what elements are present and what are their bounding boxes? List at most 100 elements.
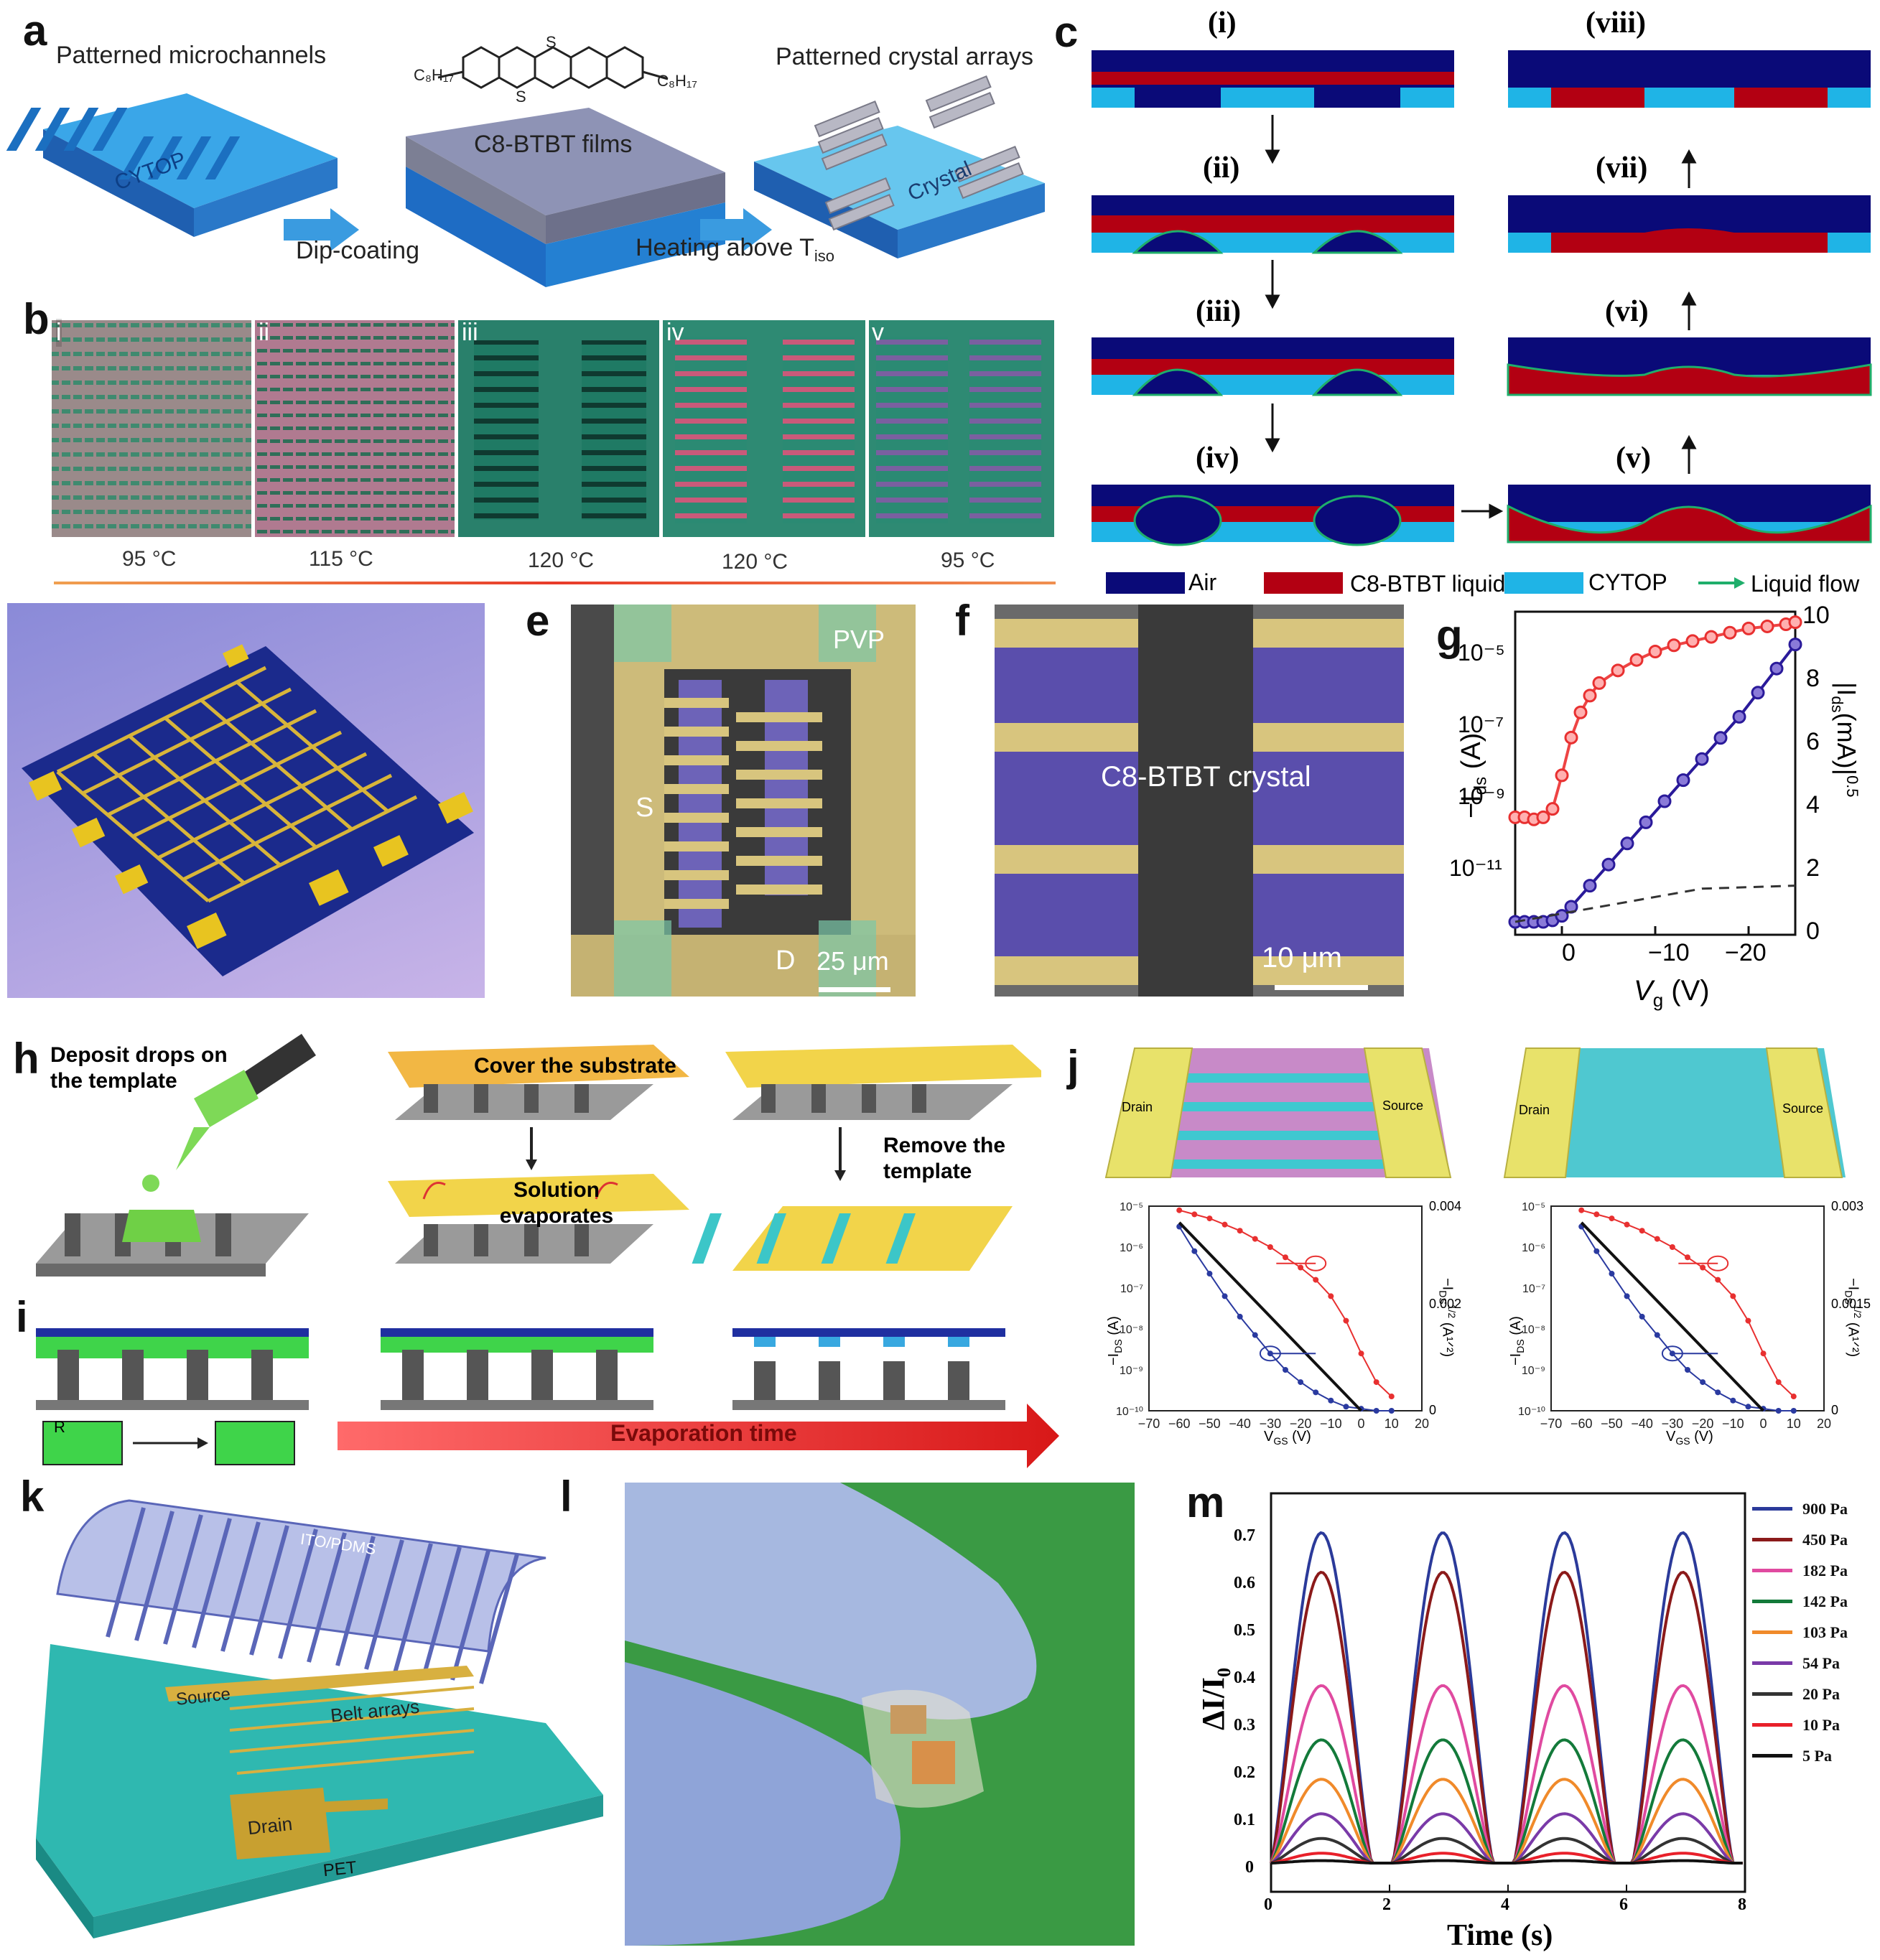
- h-step2-text: Cover the substrate: [474, 1054, 676, 1078]
- j-right-chart-blue-point: [1609, 1271, 1615, 1277]
- g-log-point: [1573, 705, 1588, 719]
- m-legend-item: 450 Pa: [1752, 1524, 1874, 1555]
- g-sqrt-point: [1695, 752, 1709, 766]
- g-log-point: [1648, 645, 1662, 659]
- j-right-chart-blue-point: [1593, 1248, 1600, 1254]
- j-left-chart-xtick: −40: [1229, 1417, 1251, 1431]
- b-frame-2-label: ii: [259, 319, 270, 346]
- m-xtick-4: 8: [1738, 1895, 1746, 1914]
- panel-a: Patterned microchannels CYTOP SiO₂/Si Di…: [0, 0, 1056, 302]
- j-right-chart-xtick: −10: [1722, 1417, 1744, 1431]
- j-left-chart-red-point: [1176, 1207, 1183, 1213]
- panel-c: (i) (ii) (iii) (iv) (v) (vi) (vii) (viii…: [1077, 0, 1880, 603]
- g-ytick-r1: 8: [1806, 665, 1820, 692]
- panel-d-array-render: [7, 603, 485, 998]
- j-left-chart-fit-line: [1178, 1221, 1362, 1412]
- panel-a-illustration: [6, 46, 1045, 287]
- j-left-chart-red-point: [1191, 1211, 1198, 1218]
- g-series-sqrt-line: [1515, 643, 1797, 923]
- panel-e-sem: PVP S D 25 μm: [571, 605, 916, 997]
- g-sqrt-point: [1732, 709, 1746, 724]
- panel-j: Drain Source Drain Source −70 −60 −50 −40 −3…: [1092, 1034, 1874, 1465]
- b-frame-2-temp: 115 °C: [309, 547, 373, 571]
- g-sqrt-point: [1583, 879, 1597, 893]
- j-left-chart-blue-point: [1206, 1271, 1213, 1277]
- g-ytick-r3: 4: [1806, 791, 1820, 818]
- j-right-chart-red-point: [1700, 1264, 1706, 1271]
- j-left-chart-xtick: −70: [1138, 1417, 1160, 1431]
- j-left-chart-red-point: [1373, 1379, 1379, 1386]
- j-right-yr1: 0.0015: [1831, 1297, 1871, 1311]
- g-ytick-l2: 10⁻⁹: [1458, 783, 1506, 809]
- g-fit-line: [1514, 885, 1796, 923]
- c-step-v: (v): [1616, 442, 1651, 475]
- j-right-chart-fit-line: [1580, 1221, 1764, 1412]
- j-left-chart-red-point: [1252, 1236, 1258, 1242]
- j-left-chart-xtick: 20: [1415, 1417, 1429, 1431]
- m-legend-item: 5 Pa: [1752, 1740, 1874, 1771]
- m-legend-item: 54 Pa: [1752, 1648, 1874, 1679]
- j-right-ylabel: −IDS (A): [1508, 1316, 1526, 1366]
- g-log-point: [1723, 625, 1737, 640]
- c-step-vii: (vii): [1596, 151, 1648, 185]
- j-right-chart-red-point: [1685, 1254, 1690, 1261]
- j-right-chart-red-point: [1760, 1350, 1767, 1357]
- m-ylabel: ΔI/I₀: [1196, 1667, 1231, 1730]
- m-chart-svg: [1270, 1492, 1746, 1893]
- b-frame-1-label: i: [56, 319, 62, 347]
- j-right-chart-xtick: −20: [1692, 1417, 1714, 1431]
- panel-l-photo: [625, 1483, 1135, 1946]
- m-xtick-3: 6: [1619, 1895, 1628, 1914]
- m-xtick-2: 4: [1501, 1895, 1509, 1914]
- c-step-i: (i): [1208, 6, 1237, 39]
- j-right-frame: [1550, 1205, 1825, 1411]
- j-right-chart-blue-point: [1715, 1389, 1721, 1396]
- j-left-chart-xtick: −20: [1290, 1417, 1312, 1431]
- b-frame-5-temp: 95 °C: [941, 549, 995, 572]
- k-bottom-label: PET: [322, 1857, 358, 1881]
- j-left-chart-blue-point: [1373, 1408, 1379, 1414]
- j-right-chart-red-point: [1745, 1317, 1751, 1324]
- m-legend-item: 103 Pa: [1752, 1617, 1874, 1648]
- panel-letter-f: f: [955, 597, 969, 645]
- j-left-chart-red-point: [1343, 1317, 1349, 1324]
- j-left-chart-xtick: −60: [1168, 1417, 1191, 1431]
- g-sqrt-point: [1555, 909, 1569, 923]
- m-legend-item: 20 Pa: [1752, 1679, 1874, 1709]
- g-sqrt-point: [1639, 815, 1653, 829]
- c-legend-air: Air: [1188, 569, 1217, 595]
- m-legend-item: 10 Pa: [1752, 1709, 1874, 1740]
- g-xtick-1: −10: [1648, 939, 1690, 966]
- g-ytick-l0: 10⁻⁵: [1458, 640, 1505, 666]
- j-charts-svg: −70 −60 −50 −40 −30 −20 −10 0 10 20 10⁻⁵ 10⁻⁶ 10⁻⁷ 10…: [1116, 1201, 1831, 1431]
- j-left-chart-red-point: [1388, 1394, 1395, 1400]
- j-left-chart-ytick: 10⁻⁸: [1120, 1324, 1143, 1336]
- j-left-chart-red-point: [1267, 1244, 1273, 1250]
- m-legend-swatch: [1752, 1723, 1792, 1727]
- j-right-chart-xtick: −70: [1540, 1417, 1563, 1431]
- panel-c-simulation: [1092, 50, 1872, 594]
- j-left-chart-blue-point: [1191, 1248, 1198, 1254]
- a-step3-title: Patterned crystal arrays: [776, 43, 1034, 70]
- j-left-chart-xtick: −10: [1320, 1417, 1342, 1431]
- e-source-label: S: [636, 793, 654, 823]
- j-right-chart-blue-point: [1745, 1404, 1751, 1410]
- h-step1-text: Deposit drops on the template: [50, 1043, 228, 1093]
- j-right-chart-ytick: 10⁻⁸: [1522, 1324, 1545, 1336]
- g-log-point: [1583, 689, 1597, 703]
- a-chem-s1: S: [546, 33, 557, 51]
- b-frame-4-label: iv: [666, 319, 684, 346]
- m-ytick-5: 0.5: [1234, 1621, 1255, 1640]
- d-illustration: [22, 644, 474, 976]
- j-right-chart-blue-point: [1624, 1293, 1630, 1299]
- j-left-chart-red-point: [1328, 1293, 1334, 1299]
- j-left-chart-xtick: −50: [1199, 1417, 1221, 1431]
- m-series-103-Pa: [1270, 1778, 1743, 1865]
- g-log-point: [1592, 676, 1606, 690]
- j-right-chart-red-point: [1609, 1215, 1615, 1222]
- l-illustration: [625, 1483, 1135, 1946]
- j-left-chart-blue-point: [1298, 1379, 1304, 1386]
- b-frame-1-temp: 95 °C: [122, 547, 177, 571]
- j-right-chart-xtick: 20: [1817, 1417, 1831, 1431]
- j-left-chart-xtick: −30: [1260, 1417, 1282, 1431]
